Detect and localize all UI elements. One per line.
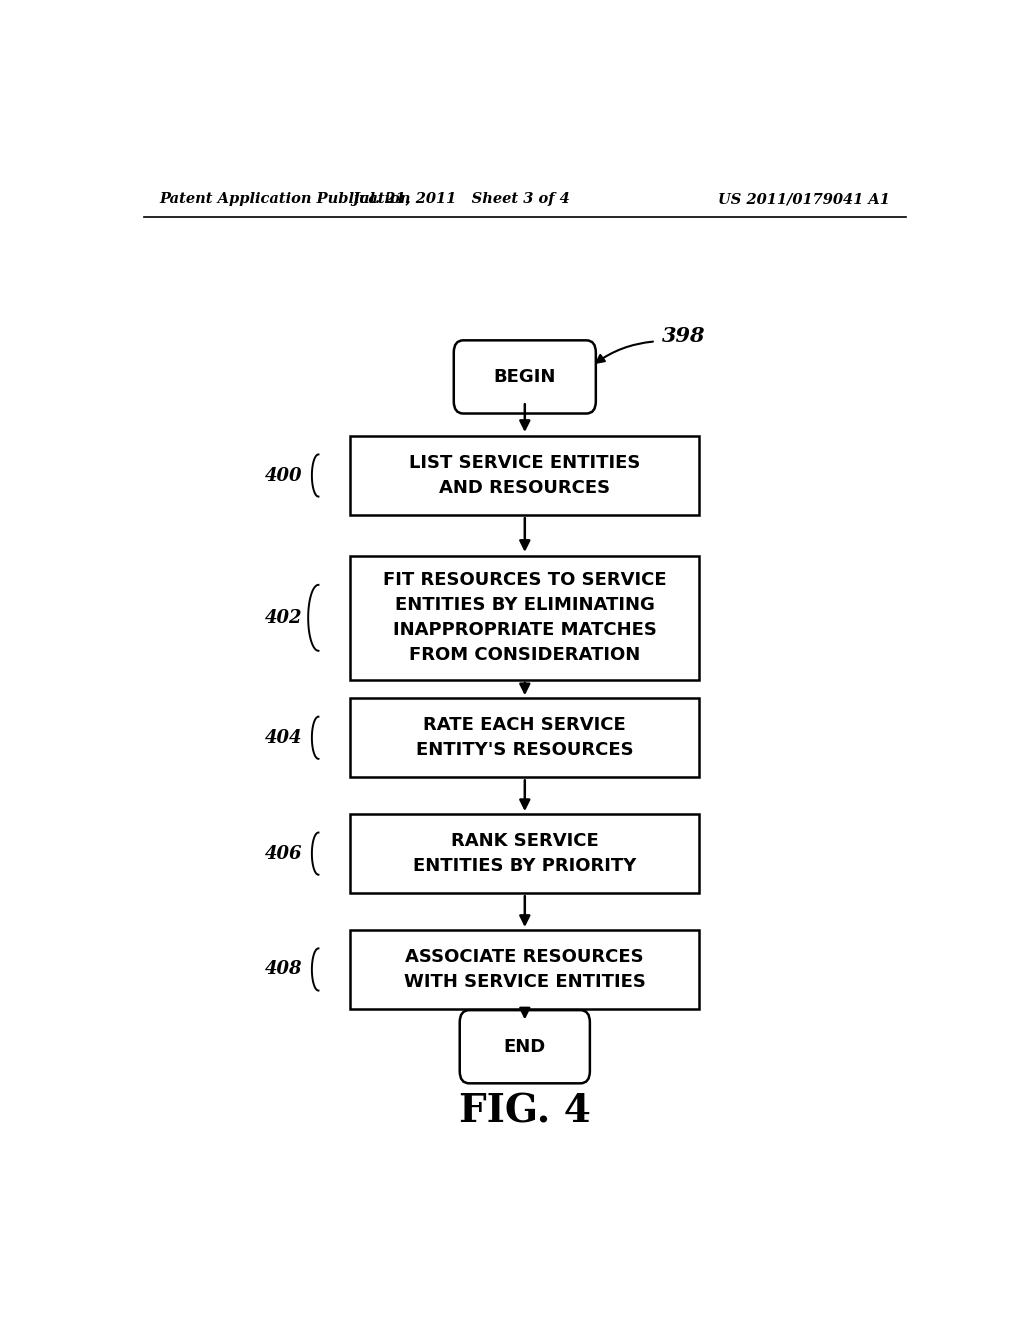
- Text: BEGIN: BEGIN: [494, 368, 556, 385]
- Text: 400: 400: [265, 466, 303, 484]
- Text: Jul. 21, 2011   Sheet 3 of 4: Jul. 21, 2011 Sheet 3 of 4: [352, 191, 570, 206]
- Text: Patent Application Publication: Patent Application Publication: [160, 191, 412, 206]
- Bar: [350, 929, 699, 1008]
- Text: RANK SERVICE
ENTITIES BY PRIORITY: RANK SERVICE ENTITIES BY PRIORITY: [413, 832, 637, 875]
- Text: END: END: [504, 1038, 546, 1056]
- FancyBboxPatch shape: [454, 341, 596, 413]
- Text: US 2011/0179041 A1: US 2011/0179041 A1: [718, 191, 890, 206]
- Bar: [350, 698, 699, 777]
- Bar: [350, 814, 699, 894]
- Text: ASSOCIATE RESOURCES
WITH SERVICE ENTITIES: ASSOCIATE RESOURCES WITH SERVICE ENTITIE…: [403, 948, 646, 991]
- Bar: [350, 556, 699, 680]
- Text: FIG. 4: FIG. 4: [459, 1093, 591, 1131]
- Text: 404: 404: [265, 729, 303, 747]
- FancyBboxPatch shape: [460, 1010, 590, 1084]
- Text: RATE EACH SERVICE
ENTITY'S RESOURCES: RATE EACH SERVICE ENTITY'S RESOURCES: [416, 717, 634, 759]
- Bar: [350, 436, 699, 515]
- Text: FIT RESOURCES TO SERVICE
ENTITIES BY ELIMINATING
INAPPROPRIATE MATCHES
FROM CONS: FIT RESOURCES TO SERVICE ENTITIES BY ELI…: [383, 572, 667, 664]
- Text: 408: 408: [265, 961, 303, 978]
- Text: 398: 398: [662, 326, 706, 346]
- Text: LIST SERVICE ENTITIES
AND RESOURCES: LIST SERVICE ENTITIES AND RESOURCES: [410, 454, 640, 498]
- Text: 402: 402: [265, 609, 303, 627]
- Text: 406: 406: [265, 845, 303, 862]
